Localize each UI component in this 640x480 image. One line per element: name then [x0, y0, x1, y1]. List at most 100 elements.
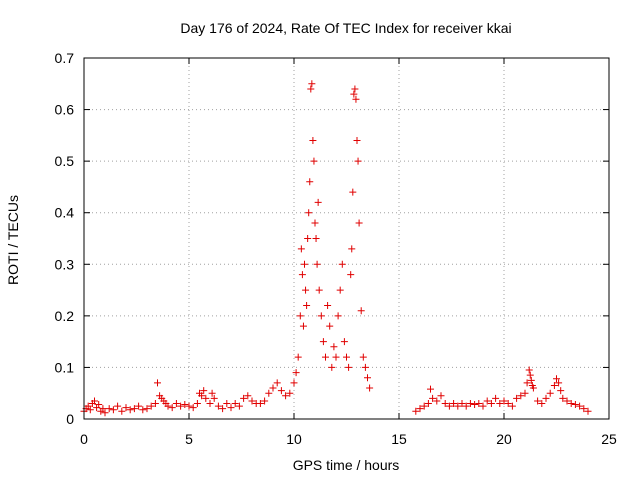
data-point	[441, 400, 449, 408]
data-point	[437, 392, 445, 400]
data-point	[307, 85, 315, 93]
data-point	[314, 198, 322, 206]
data-point	[306, 178, 314, 186]
data-point	[244, 392, 252, 400]
data-point	[412, 407, 420, 415]
data-point	[475, 400, 483, 408]
data-point	[130, 405, 138, 413]
data-point	[308, 80, 316, 88]
data-point	[553, 375, 560, 383]
data-point	[332, 353, 340, 361]
data-point	[351, 85, 359, 93]
data-point	[164, 402, 172, 410]
data-point	[143, 405, 151, 413]
chart-title: Day 176 of 2024, Rate Of TEC Index for r…	[180, 20, 511, 36]
data-point	[523, 379, 531, 387]
data-point	[348, 245, 356, 253]
data-point	[354, 157, 362, 165]
data-point	[322, 353, 329, 361]
data-point	[210, 394, 218, 402]
data-point	[305, 209, 313, 217]
data-point	[416, 405, 424, 413]
data-point	[527, 376, 535, 384]
data-point	[466, 400, 474, 408]
data-point	[154, 379, 161, 387]
data-point	[508, 402, 516, 410]
x-tick-label: 5	[185, 431, 193, 447]
data-point	[312, 235, 320, 242]
data-point	[269, 384, 277, 392]
data-point	[302, 286, 310, 294]
data-point	[95, 401, 103, 409]
data-point	[202, 394, 210, 402]
data-point	[126, 406, 134, 414]
x-tick-label: 25	[601, 431, 617, 447]
data-point	[366, 384, 374, 392]
data-point	[105, 405, 113, 413]
data-point	[122, 404, 130, 412]
data-point	[185, 402, 193, 410]
data-point	[483, 397, 491, 405]
data-point	[231, 400, 239, 408]
y-tick-label: 0.1	[55, 359, 75, 375]
data-point	[219, 405, 227, 413]
data-point	[513, 394, 521, 402]
data-point	[240, 394, 248, 402]
data-point	[277, 387, 285, 395]
data-point	[471, 401, 479, 409]
data-point	[427, 385, 434, 393]
data-point	[261, 397, 269, 405]
data-point	[454, 402, 462, 410]
data-point	[334, 312, 342, 320]
x-axis-title: GPS time / hours	[293, 457, 400, 473]
data-point	[350, 90, 358, 98]
data-point	[445, 402, 453, 410]
data-point	[177, 402, 185, 410]
data-point	[198, 392, 206, 400]
data-point	[256, 400, 264, 408]
data-point	[450, 400, 458, 408]
data-point	[433, 397, 441, 405]
data-point	[200, 387, 208, 395]
data-point	[297, 245, 305, 253]
data-point	[364, 374, 371, 382]
y-tick-label: 0.5	[55, 153, 75, 169]
data-point	[223, 400, 231, 408]
data-point	[584, 407, 592, 415]
data-point	[340, 338, 348, 346]
data-point	[555, 379, 563, 387]
plot-frame	[83, 57, 610, 420]
data-point	[492, 394, 500, 402]
data-point	[303, 302, 311, 310]
data-point	[345, 363, 353, 371]
data-point	[557, 387, 565, 395]
data-point	[487, 400, 495, 408]
data-point	[504, 400, 512, 408]
data-point	[521, 389, 529, 397]
data-point	[330, 343, 338, 351]
data-point	[309, 137, 317, 145]
data-point	[135, 402, 143, 410]
y-tick-label: 0	[66, 411, 74, 427]
data-point	[315, 286, 323, 294]
data-point	[304, 235, 312, 242]
grid-lines	[84, 58, 609, 419]
data-point	[172, 400, 180, 408]
data-point	[563, 397, 571, 405]
data-point	[99, 405, 107, 413]
data-point	[338, 260, 346, 268]
data-point	[529, 384, 537, 392]
data-points	[80, 80, 592, 417]
data-point	[424, 400, 432, 408]
data-point	[208, 389, 216, 397]
data-point	[336, 286, 344, 294]
data-point	[91, 397, 98, 405]
data-point	[151, 400, 159, 408]
data-point	[458, 400, 466, 408]
data-point	[361, 363, 369, 371]
data-point	[114, 402, 122, 410]
data-point	[310, 157, 318, 165]
data-point	[286, 389, 294, 397]
data-point	[317, 312, 325, 320]
